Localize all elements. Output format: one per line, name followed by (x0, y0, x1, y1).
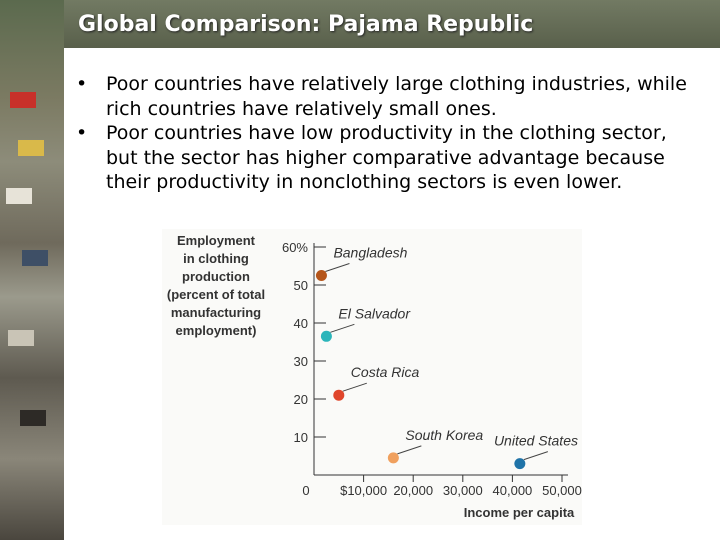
x-tick-label: 30,000 (443, 483, 483, 498)
x-tick-label: 40,000 (493, 483, 533, 498)
street-sign-decoration (20, 410, 46, 426)
point-leader-line (342, 382, 367, 392)
street-sign-decoration (18, 140, 44, 156)
bullet-item: Poor countries have low productivity in … (72, 121, 702, 195)
point-leader-line (325, 263, 350, 272)
y-axis-label-line: production (182, 269, 250, 284)
y-axis-label: Employment in clothing production (percent … (167, 233, 265, 338)
data-point (320, 330, 332, 342)
x-tick-label: 20,000 (393, 483, 433, 498)
data-point (514, 458, 526, 470)
slide-title: Global Comparison: Pajama Republic (78, 12, 534, 37)
background-street-photo (0, 0, 64, 540)
title-bar (64, 0, 720, 48)
bullet-item: Poor countries have relatively large clo… (72, 72, 702, 121)
point-leader-line (523, 451, 548, 461)
y-tick-label: 60% (282, 240, 308, 255)
street-sign-decoration (8, 330, 34, 346)
x-axis-label: Income per capita (464, 505, 575, 520)
data-point-label: El Salvador (338, 305, 411, 321)
y-axis-label-line: Employment (177, 233, 256, 248)
point-leader-line (397, 445, 422, 455)
y-axis-ticks: 10 20 30 40 50 60% (282, 240, 326, 445)
bullet-list: Poor countries have relatively large clo… (72, 72, 702, 195)
data-point-label: Bangladesh (333, 245, 407, 261)
y-tick-label: 50 (294, 278, 308, 293)
y-axis-label-line: manufacturing (171, 305, 261, 320)
scatter-chart: Employment in clothing production (percent … (167, 233, 582, 520)
y-tick-label: 10 (294, 430, 308, 445)
data-point-label: Costa Rica (351, 364, 420, 380)
scatter-chart-panel: Employment in clothing production (percent … (162, 229, 582, 525)
street-sign-decoration (22, 250, 48, 266)
data-point (333, 389, 345, 401)
data-point (315, 270, 327, 281)
data-point-label: United States (494, 433, 578, 449)
y-axis-label-line: (percent of total (167, 287, 265, 302)
y-tick-label: 40 (294, 316, 308, 331)
data-point (387, 452, 399, 464)
data-point-label: South Korea (405, 427, 483, 443)
street-sign-decoration (10, 92, 36, 108)
y-tick-label: 20 (294, 392, 308, 407)
street-sign-decoration (6, 188, 32, 204)
x-tick-label: $10,000 (340, 483, 387, 498)
data-points: Bangladesh El Salvador Costa Rica South Kor… (315, 245, 578, 470)
x-tick-label: 0 (302, 483, 309, 498)
y-axis-label-line: in clothing (183, 251, 249, 266)
x-tick-label: 50,000 (542, 483, 582, 498)
x-axis-ticks: 0 $10,000 20,000 30,000 40,000 50,000 (302, 475, 582, 498)
y-tick-label: 30 (294, 354, 308, 369)
y-axis-label-line: employment) (176, 323, 257, 338)
point-leader-line (330, 323, 355, 333)
